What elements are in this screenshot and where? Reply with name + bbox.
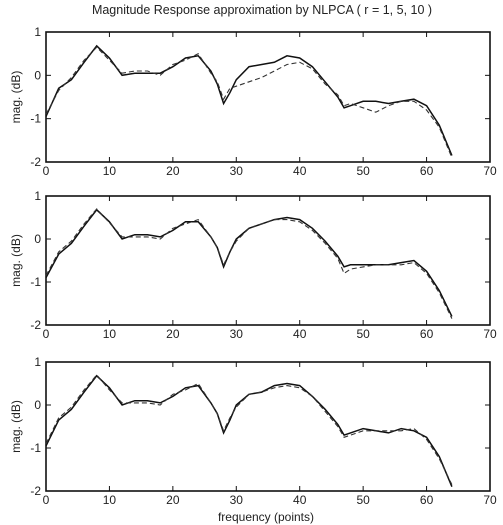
y-tick-label: 0: [34, 68, 41, 82]
y-tick-label: -1: [30, 441, 41, 455]
x-axis-label: frequency (points): [218, 510, 314, 524]
x-tick-label: 30: [230, 493, 244, 507]
x-tick-label: 40: [293, 164, 307, 178]
y-axis-label: mag. (dB): [9, 400, 23, 453]
x-tick-label: 10: [103, 164, 117, 178]
x-tick-label: 10: [103, 327, 117, 341]
plot-frame: [45, 195, 491, 326]
x-tick-label: 0: [43, 493, 50, 507]
y-tick-label: -1: [30, 112, 41, 126]
y-tick-label: -2: [30, 318, 41, 332]
x-tick-label: 50: [356, 164, 370, 178]
x-tick-label: 50: [356, 327, 370, 341]
x-tick-label: 70: [483, 327, 497, 341]
panel-2: 0 10 20 30 40 50 60 70 -2 -1 0 1 mag. (dB): [9, 189, 497, 341]
x-tick-label: 20: [166, 164, 180, 178]
y-axis-label: mag. (dB): [9, 234, 23, 287]
panel-3: 0 10 20 30 40 50 60 70 -2 -1 0 1 mag. (dB): [9, 355, 497, 507]
y-tick-label: -2: [30, 484, 41, 498]
plot-frame: [45, 31, 491, 163]
y-tick-label: 1: [34, 355, 41, 369]
panel-1: 0 10 20 30 40 50 60 70 -2 -1 0 1 mag. (dB): [9, 25, 497, 178]
x-tick-label: 0: [43, 164, 50, 178]
x-tick-label: 50: [356, 493, 370, 507]
y-tick-label: 1: [34, 189, 41, 203]
y-tick-label: 0: [34, 232, 41, 246]
series-line-2: [45, 208, 453, 319]
x-tick-label: 60: [420, 164, 434, 178]
series-line-2: [45, 46, 453, 158]
x-tick-label: 60: [420, 327, 434, 341]
x-tick-label: 20: [166, 327, 180, 341]
y-tick-label: -2: [30, 155, 41, 169]
plot-frame: [45, 361, 491, 492]
y-tick-label: 0: [34, 398, 41, 412]
series-line-1: [45, 44, 453, 156]
x-tick-label: 40: [293, 327, 307, 341]
x-tick-label: 10: [103, 493, 117, 507]
y-tick-label: -1: [30, 275, 41, 289]
x-tick-label: 70: [483, 493, 497, 507]
x-tick-label: 60: [420, 493, 434, 507]
x-tick-label: 0: [43, 327, 50, 341]
x-tick-label: 30: [230, 327, 244, 341]
x-tick-label: 70: [483, 164, 497, 178]
x-tick-label: 30: [230, 164, 244, 178]
x-tick-label: 40: [293, 493, 307, 507]
series-line-1: [45, 208, 453, 317]
figure-title: Magnitude Response approximation by NLPC…: [92, 3, 432, 17]
y-axis-label: mag. (dB): [9, 71, 23, 124]
y-tick-label: 1: [34, 25, 41, 39]
x-tick-label: 20: [166, 493, 180, 507]
series-line-2: [45, 374, 453, 485]
